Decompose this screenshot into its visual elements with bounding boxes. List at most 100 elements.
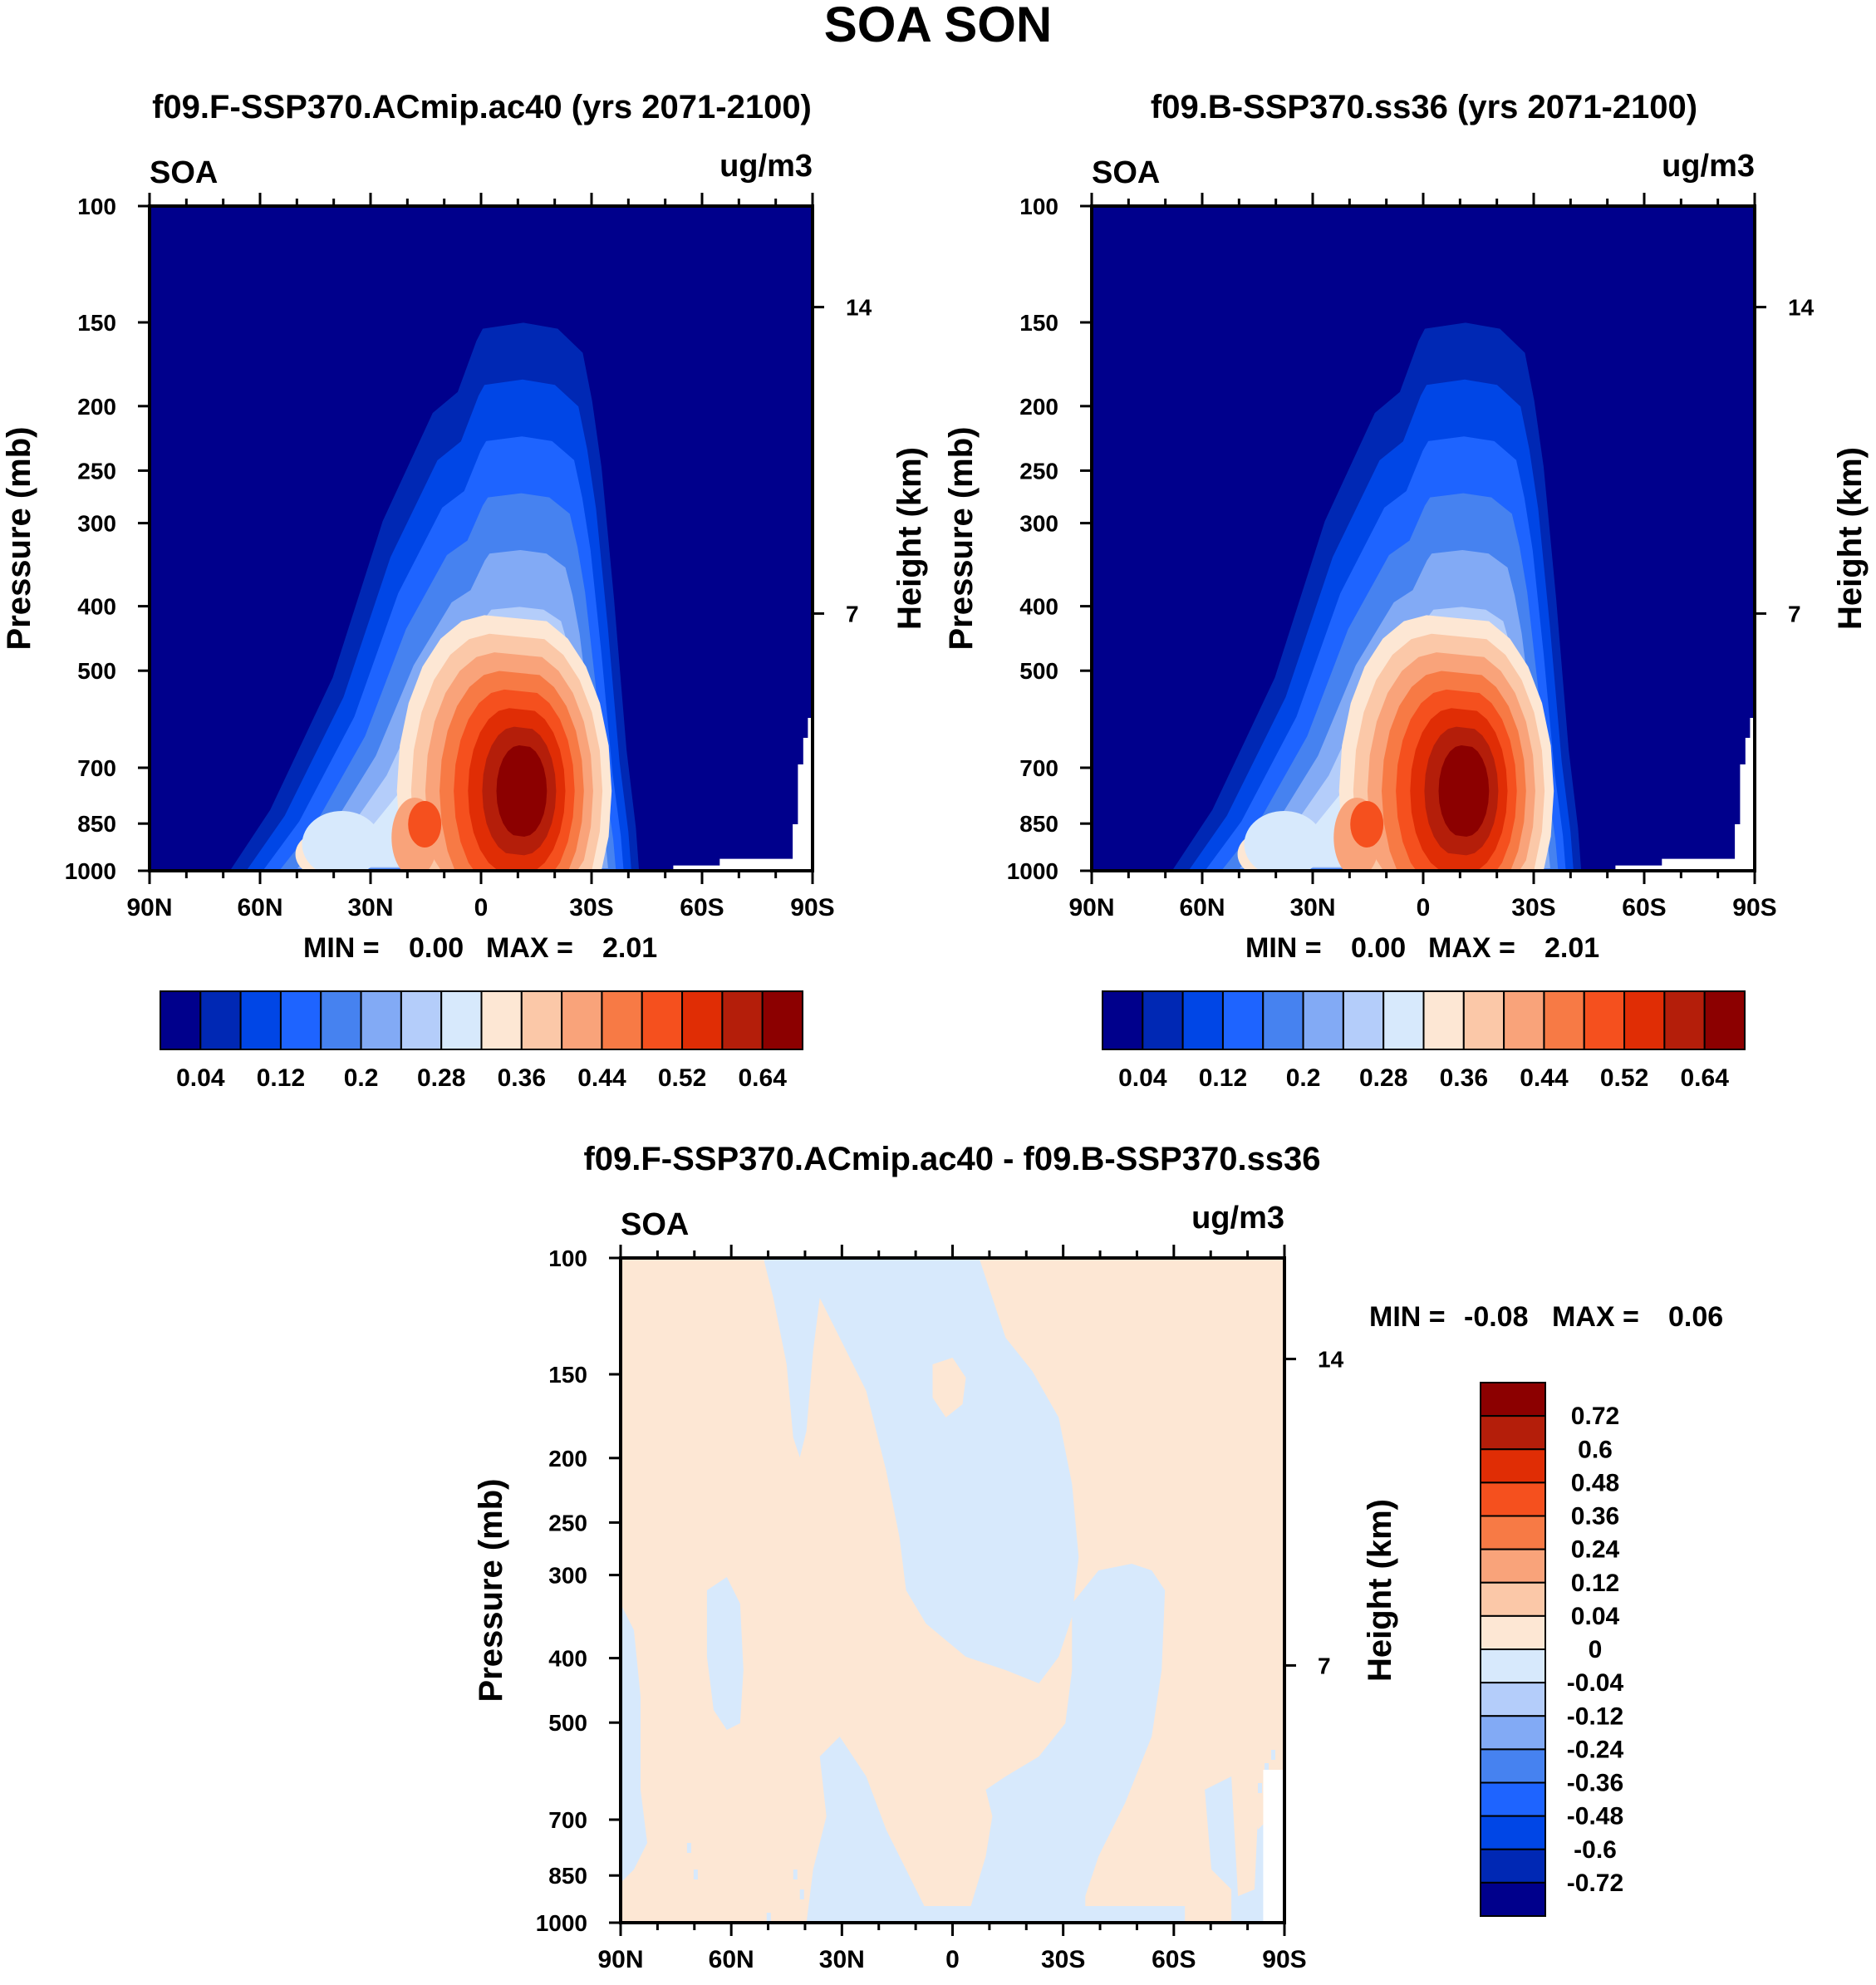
contour-lobe	[302, 811, 382, 871]
colorbar-box	[761, 990, 803, 1050]
negative-region	[806, 1737, 926, 1923]
colorbar-box	[1422, 990, 1465, 1050]
y-tick-label: 700	[548, 1807, 587, 1833]
colorbar-box	[561, 990, 603, 1050]
max-value: 2.01	[602, 932, 657, 964]
y-tick-label: 400	[548, 1646, 587, 1672]
colorbar-box	[1583, 990, 1626, 1050]
y-tick-label: 100	[548, 1246, 587, 1271]
missing-data-region	[1263, 1770, 1284, 1923]
colorbar-label: 0.12	[257, 1064, 305, 1092]
min-value: 0.00	[1351, 932, 1406, 964]
colorbar-box	[1503, 990, 1545, 1050]
colorbar-label: -0.24	[1567, 1736, 1624, 1763]
y-tick-label: 200	[1019, 394, 1058, 420]
negative-speck	[686, 1843, 691, 1853]
panel-title: f09.B-SSP370.ss36 (yrs 2071-2100)	[1151, 89, 1697, 125]
colorbar-label: 0.44	[577, 1064, 626, 1092]
colorbar-label: -0.36	[1567, 1770, 1623, 1797]
colorbar: 0.04 0.12 0.2 0.28 0.36 0.44 0.52 0.64	[1102, 990, 1746, 1092]
x-tick-label: 30S	[1041, 1946, 1085, 1973]
colorbar-box	[1342, 990, 1385, 1050]
min-value: 0.00	[409, 932, 464, 964]
colorbar-label: 0.36	[498, 1064, 546, 1092]
contour-level	[1438, 745, 1490, 837]
x-tick-label: 60N	[1179, 894, 1225, 921]
x-tick-label: 90N	[597, 1946, 643, 1973]
colorbar-box	[480, 990, 523, 1050]
y-tick-label: 1000	[536, 1910, 587, 1936]
max-value: 0.06	[1668, 1301, 1723, 1333]
colorbar-box	[199, 990, 242, 1050]
colorbar-label: 0.2	[344, 1064, 379, 1092]
colorbar-box	[320, 990, 362, 1050]
missing-data-region	[1615, 718, 1755, 871]
colorbar-label: 0.6	[1578, 1436, 1613, 1463]
colorbar-box	[1543, 990, 1585, 1050]
contour-level	[496, 745, 548, 837]
plot-frame	[1090, 204, 1756, 872]
max-label: MAX =	[1552, 1301, 1639, 1333]
y-tick-label: 200	[77, 394, 116, 420]
plot-frame	[619, 1256, 1286, 1924]
colorbar-label: 0.52	[658, 1064, 706, 1092]
axes: 90N 60N 30N 0 30S 60S 90S 100 150 200 250 300 400 500…	[1007, 193, 1815, 921]
negative-region	[621, 1604, 647, 1883]
max-value: 2.01	[1545, 932, 1599, 964]
min-max-readout: MIN = 0.00 MAX = 2.01	[303, 932, 657, 964]
x-tick-label: 60N	[709, 1946, 754, 1973]
y2-tick-label: 7	[846, 601, 859, 626]
min-max-readout: MIN = 0.00 MAX = 2.01	[1245, 932, 1599, 964]
colorbar-label: 0.04	[176, 1064, 225, 1092]
x-tick-label: 30S	[1511, 894, 1555, 921]
y2-tick-label: 14	[1788, 295, 1815, 321]
colorbar-box	[601, 990, 643, 1050]
y-tick-label: 1000	[65, 858, 116, 884]
y2-axis-label: Height (km)	[1832, 447, 1869, 630]
colorbar-box	[520, 990, 563, 1050]
x-tick-label: 0	[474, 894, 489, 921]
colorbar-box	[1480, 1415, 1546, 1451]
colorbar-label: -0.04	[1567, 1669, 1624, 1697]
contour-lobe	[408, 801, 442, 848]
colorbar-box	[1480, 1748, 1546, 1784]
y-tick-label: 700	[77, 755, 116, 781]
x-tick-label: 90S	[790, 894, 834, 921]
x-tick-label: 90N	[126, 894, 172, 921]
colorbar-label: 0.72	[1571, 1403, 1619, 1430]
negative-speck	[1258, 1783, 1263, 1793]
negative-speck	[799, 1889, 804, 1899]
units-label: ug/m3	[1191, 1201, 1284, 1236]
colorbar-box	[681, 990, 724, 1050]
negative-speck	[793, 1870, 798, 1879]
contour-lobe	[1350, 801, 1384, 848]
colorbar-label: 0.64	[1680, 1064, 1729, 1092]
y2-tick-label: 14	[1318, 1347, 1344, 1373]
colorbar-label: 0	[1589, 1636, 1603, 1663]
x-tick-label: 60S	[680, 894, 724, 921]
negative-speck	[852, 1913, 857, 1923]
negative-region	[763, 1258, 1079, 1683]
x-tick-label: 90N	[1068, 894, 1114, 921]
y2-tick-label: 7	[1318, 1653, 1331, 1678]
colorbar: 0.72 0.6 0.48 0.36 0.24 0.12 0.04 0 -0.04 -0.12 -0…	[1480, 1382, 1624, 1917]
colorbar-label: 0.04	[1118, 1064, 1167, 1092]
axes: 90N 60N 30N 0 30S 60S 90S 100 150 200 250 300 400 500…	[65, 193, 872, 921]
colorbar-box	[1142, 990, 1184, 1050]
colorbar-label: 0.2	[1286, 1064, 1321, 1092]
colorbar-box	[1181, 990, 1224, 1050]
colorbar-box	[1480, 1881, 1546, 1917]
x-tick-label: 90S	[1262, 1946, 1306, 1973]
x-tick-label: 0	[945, 1946, 960, 1973]
axes: 90N 60N 30N 0 30S 60S 90S 100 150 200 250 300 400 500…	[536, 1245, 1344, 1973]
colorbar-box	[1480, 1448, 1546, 1484]
colorbar-label: 0.36	[1440, 1064, 1488, 1092]
colorbar-box	[1703, 990, 1746, 1050]
y-tick-label: 850	[548, 1863, 587, 1889]
colorbar-box	[1480, 1382, 1546, 1418]
y-tick-label: 700	[1019, 755, 1058, 781]
y-tick-label: 150	[77, 310, 116, 336]
colorbar-box	[1480, 1848, 1546, 1884]
colorbar-box	[641, 990, 684, 1050]
y-axis-label: Pressure (mb)	[473, 1479, 509, 1702]
